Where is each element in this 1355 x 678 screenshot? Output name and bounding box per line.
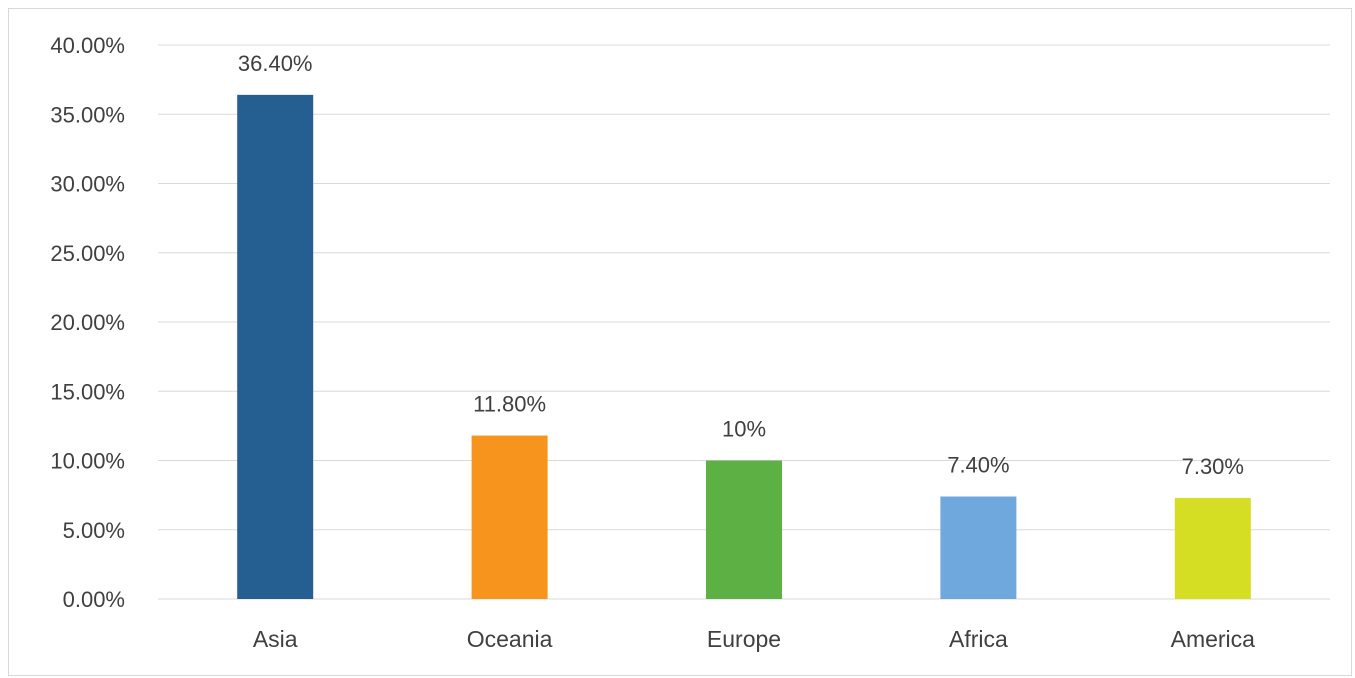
x-category-label: Europe (707, 626, 781, 652)
bar-africa (940, 496, 1017, 599)
bar-europe (706, 460, 782, 599)
x-category-label: Africa (949, 626, 1008, 652)
y-tick-label: 10.00% (50, 449, 125, 474)
data-label: 10% (722, 417, 766, 442)
y-tick-label: 15.00% (50, 379, 125, 404)
x-category-label: Asia (253, 626, 298, 652)
y-tick-label: 30.00% (50, 172, 125, 197)
y-tick-label: 25.00% (50, 241, 125, 266)
y-tick-label: 0.00% (63, 587, 125, 612)
data-label: 7.40% (947, 453, 1009, 478)
x-category-label: America (1171, 626, 1256, 652)
bar-asia (237, 94, 314, 600)
data-label: 7.30% (1182, 454, 1244, 479)
y-tick-label: 20.00% (50, 310, 125, 335)
chart-frame (8, 8, 1352, 676)
data-label: 36.40% (238, 51, 313, 76)
bar-america (1174, 497, 1251, 599)
y-tick-label: 35.00% (50, 102, 125, 127)
data-label: 11.80% (473, 392, 546, 417)
y-tick-label: 5.00% (63, 518, 125, 543)
bar-oceania (471, 435, 548, 599)
x-category-label: Oceania (467, 626, 553, 652)
y-tick-label: 40.00% (50, 33, 125, 58)
